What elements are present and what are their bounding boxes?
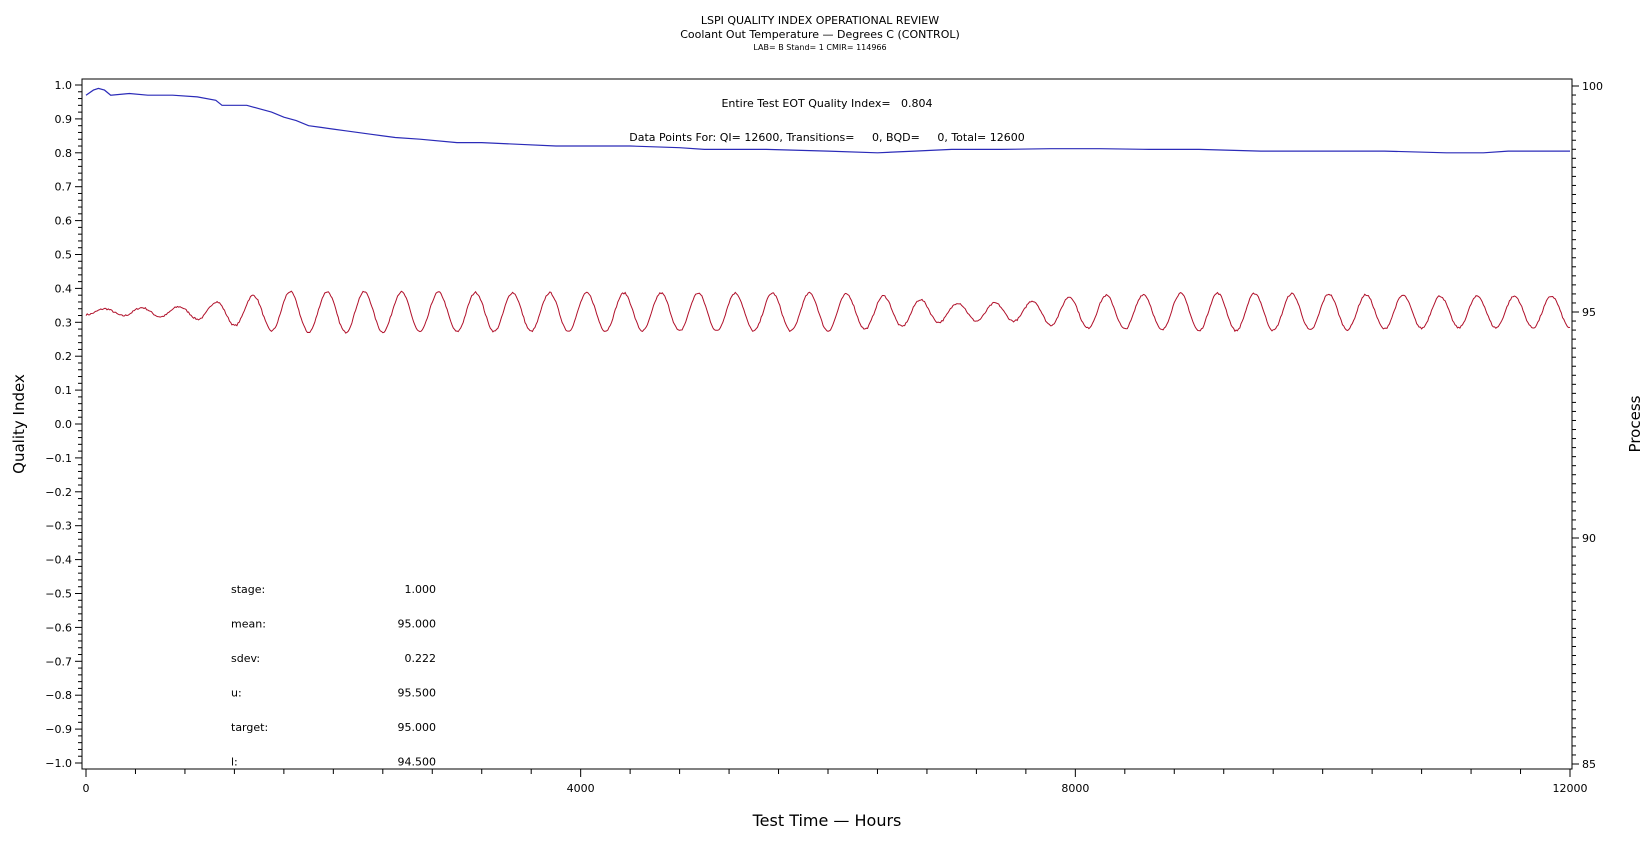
x-axis-label: Test Time — Hours [752, 811, 902, 830]
chart-subtitle: Coolant Out Temperature — Degrees C (CON… [680, 28, 960, 41]
y-left-tick-label: 0.9 [55, 113, 73, 126]
y-left-tick-label: 0.4 [55, 282, 73, 295]
process-series-line [85, 290, 1571, 334]
y-left-tick-label: −0.4 [45, 554, 72, 567]
x-tick-label: 8000 [1061, 782, 1089, 795]
stat-label: sdev: [231, 652, 260, 665]
stat-value: 94.500 [398, 756, 437, 769]
y-axis-right-label: Process [1626, 395, 1644, 452]
y-left-tick-label: −0.6 [45, 621, 72, 634]
y-left-tick-label: −0.9 [45, 723, 72, 736]
x-tick-label: 12000 [1553, 782, 1588, 795]
y-left-tick-label: −0.8 [45, 689, 72, 702]
data-points-annotation: Data Points For: QI= 12600, Transitions=… [629, 131, 1024, 144]
y-left-tick-label: −0.3 [45, 520, 72, 533]
y-right-tick-label: 95 [1582, 306, 1596, 319]
y-left-tick-label: −1.0 [45, 757, 72, 770]
x-tick-label: 4000 [567, 782, 595, 795]
stat-label: u: [231, 687, 242, 700]
plot-frame [81, 78, 1573, 770]
stat-label: l: [231, 756, 238, 769]
stat-label: target: [231, 721, 268, 734]
y-axis-left-label: Quality Index [10, 374, 28, 474]
y-left-tick-label: 0.7 [55, 181, 73, 194]
y-left-tick-label: −0.2 [45, 486, 72, 499]
stat-value: 95.000 [398, 721, 437, 734]
y-left-tick-label: 0.1 [55, 384, 73, 397]
y-left-tick-label: 0.6 [55, 215, 73, 228]
chart-title: LSPI QUALITY INDEX OPERATIONAL REVIEW [701, 14, 939, 27]
y-left-tick-label: −0.7 [45, 655, 72, 668]
stat-label: mean: [231, 618, 266, 631]
y-left-tick-label: −0.5 [45, 588, 72, 601]
x-tick-label: 0 [83, 782, 90, 795]
y-axis-left: 1.0 0.9 0.8 0.7 0.6 0.5 0.4 0.3 0.2 0.1 0.0 −0.1 −0.… [45, 79, 82, 770]
x-axis: 0 4000 8000 12000 [83, 769, 1588, 795]
stat-label: stage: [231, 583, 265, 596]
stats-table: stage: 1.000 mean: 95.000 sdev: 0.222 u: 95.500… [231, 583, 436, 769]
stat-value: 95.500 [398, 687, 437, 700]
y-right-tick-label: 85 [1582, 758, 1596, 771]
y-left-tick-label: 0.8 [55, 147, 73, 160]
quality-index-series-line [85, 87, 1570, 154]
stat-value: 0.222 [405, 652, 437, 665]
chart-subtitle-2: LAB= B Stand= 1 CMIR= 114966 [753, 43, 886, 52]
y-left-tick-label: 0.3 [55, 316, 73, 329]
y-left-tick-label: 1.0 [55, 79, 73, 92]
y-axis-right: 100 95 90 85 [1572, 80, 1603, 771]
y-left-tick-label: 0.5 [55, 249, 73, 262]
y-left-tick-label: −0.1 [45, 452, 72, 465]
y-left-tick-label: 0.0 [55, 418, 73, 431]
stat-value: 95.000 [398, 618, 437, 631]
eot-annotation: Entire Test EOT Quality Index= 0.804 [721, 97, 932, 110]
y-right-tick-label: 90 [1582, 532, 1596, 545]
stat-value: 1.000 [405, 583, 437, 596]
y-left-tick-label: 0.2 [55, 350, 73, 363]
y-right-tick-label: 100 [1582, 80, 1603, 93]
